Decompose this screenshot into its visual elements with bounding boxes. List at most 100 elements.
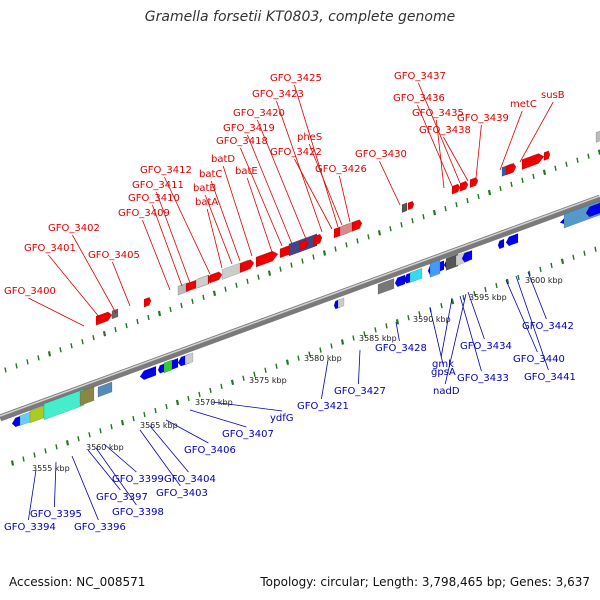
tick-mark bbox=[114, 326, 117, 333]
tick-mark bbox=[88, 432, 91, 438]
tick-mark bbox=[411, 218, 414, 224]
leader-line bbox=[276, 100, 323, 233]
gene-label: GFO_3410 bbox=[128, 193, 180, 204]
gene-label: gmk bbox=[432, 359, 454, 370]
tick-mark bbox=[499, 185, 502, 192]
reverse-gene bbox=[445, 253, 459, 271]
leader-line bbox=[95, 447, 137, 506]
gene-label: GFO_3428 bbox=[375, 343, 427, 354]
gene-label: GFO_3396 bbox=[74, 522, 126, 533]
tick-mark bbox=[418, 311, 421, 317]
leader-line bbox=[515, 275, 549, 371]
tick-mark bbox=[77, 436, 80, 442]
tick-mark bbox=[367, 234, 370, 240]
tick-mark bbox=[473, 290, 476, 297]
tick-mark bbox=[257, 274, 260, 280]
tick-mark bbox=[432, 209, 437, 216]
tick-mark bbox=[279, 266, 282, 272]
gene-label: GFO_3411 bbox=[132, 180, 184, 191]
gene-label: GFO_3434 bbox=[460, 341, 512, 352]
leader-line bbox=[440, 297, 453, 358]
leader-line bbox=[417, 104, 453, 187]
tick-mark bbox=[308, 351, 311, 357]
map-title: Gramella forsetii KT0803, complete genom… bbox=[144, 9, 456, 25]
tick-mark bbox=[583, 250, 586, 256]
tick-mark bbox=[37, 355, 40, 361]
tick-mark bbox=[99, 428, 102, 434]
reverse-gene bbox=[394, 274, 406, 288]
tick-mark bbox=[550, 262, 553, 268]
tick-mark bbox=[267, 270, 272, 276]
tick-mark bbox=[143, 411, 146, 418]
gene-label: GFO_3427 bbox=[334, 386, 386, 397]
leader-line bbox=[103, 443, 137, 473]
tick-mark bbox=[444, 205, 447, 212]
tick-mark bbox=[175, 399, 180, 406]
tick-mark bbox=[576, 157, 579, 163]
leader-line bbox=[246, 177, 273, 253]
tick-mark bbox=[389, 226, 392, 232]
tick-mark bbox=[275, 363, 278, 369]
scale-label: 3560 kbp bbox=[86, 443, 124, 452]
tick-mark bbox=[495, 282, 498, 289]
forward-gene bbox=[299, 239, 309, 251]
tick-mark bbox=[285, 359, 290, 365]
gene-label: batB bbox=[193, 183, 216, 194]
tick-mark bbox=[55, 444, 58, 450]
scale-label: 3580 kbp bbox=[304, 354, 342, 363]
leader-line bbox=[210, 180, 241, 262]
gene-label: batA bbox=[195, 197, 218, 208]
gene-label: GFO_3399 bbox=[112, 474, 164, 485]
gene-label: GFO_3420 bbox=[233, 108, 285, 119]
gene-label: batE bbox=[235, 166, 258, 177]
tick-mark bbox=[330, 343, 333, 349]
leader-line bbox=[240, 147, 283, 247]
gene-label: GFO_3401 bbox=[24, 243, 76, 254]
forward-gene bbox=[401, 202, 408, 213]
tick-mark bbox=[290, 262, 293, 268]
forward-gene bbox=[255, 250, 279, 268]
forward-gene bbox=[407, 200, 415, 211]
tick-mark bbox=[400, 222, 403, 228]
tick-mark bbox=[565, 161, 568, 167]
reverse-gene bbox=[409, 267, 423, 284]
tick-mark bbox=[560, 258, 565, 265]
leader-line bbox=[475, 124, 482, 179]
gene-label: GFO_3441 bbox=[524, 372, 576, 383]
tick-mark bbox=[154, 407, 157, 414]
leader-line bbox=[358, 349, 361, 385]
gene-label: GFO_3425 bbox=[270, 73, 322, 84]
leader-line bbox=[499, 110, 523, 171]
forward-gene bbox=[351, 219, 363, 232]
reverse-gene bbox=[184, 352, 194, 366]
gene-label: ydfG bbox=[270, 413, 294, 424]
tick-mark bbox=[147, 314, 150, 321]
gene-label: batD bbox=[211, 154, 235, 165]
tick-mark bbox=[422, 214, 425, 220]
tick-mark bbox=[528, 270, 531, 277]
tick-mark bbox=[487, 189, 492, 196]
tick-mark bbox=[26, 359, 29, 365]
tick-mark bbox=[120, 419, 125, 426]
leader-line bbox=[444, 293, 467, 385]
leader-line bbox=[72, 234, 117, 314]
tick-mark bbox=[334, 246, 337, 252]
label-leaders bbox=[28, 82, 554, 521]
leader-line bbox=[459, 295, 482, 372]
leader-line bbox=[379, 160, 401, 206]
tick-mark bbox=[224, 286, 227, 292]
gene-label: GFO_3403 bbox=[156, 488, 208, 499]
tick-mark bbox=[157, 310, 162, 317]
tick-mark bbox=[539, 266, 542, 273]
tick-mark bbox=[572, 254, 575, 260]
forward-gene bbox=[505, 162, 517, 176]
tick-mark bbox=[264, 367, 267, 373]
reverse-gene bbox=[505, 233, 519, 247]
reverse-gene bbox=[163, 359, 173, 374]
leader-line bbox=[139, 429, 181, 487]
leader-line bbox=[519, 101, 554, 163]
leader-line bbox=[467, 291, 485, 340]
forward-gene bbox=[313, 233, 323, 246]
gene-label: GFO_3398 bbox=[112, 507, 164, 518]
